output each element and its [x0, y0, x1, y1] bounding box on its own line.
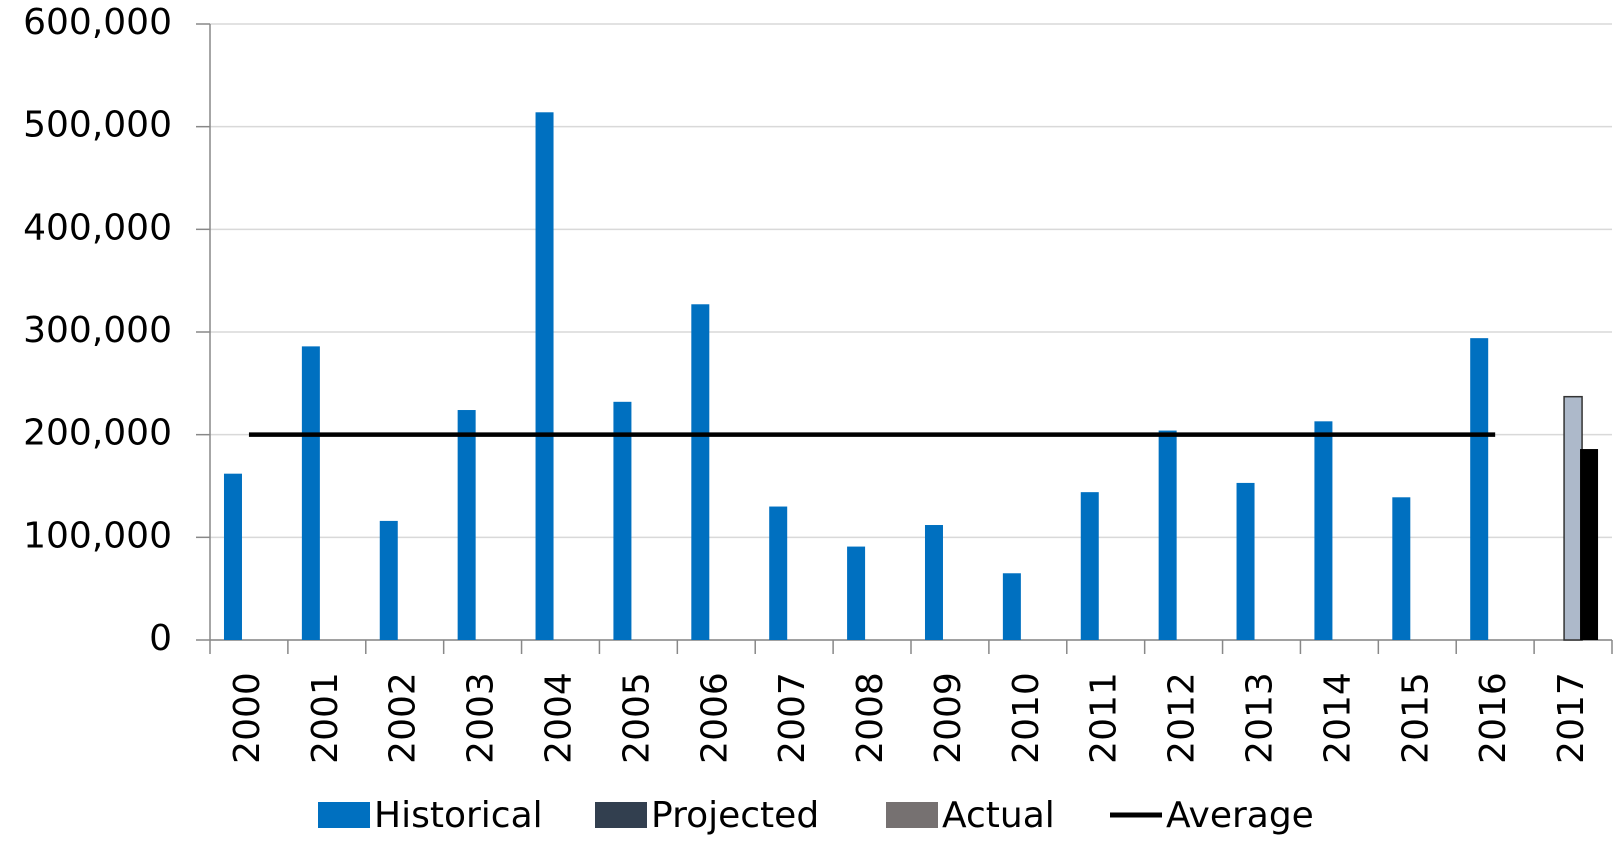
- x-tick-label: 2010: [1006, 672, 1047, 764]
- x-tick-label: 2015: [1395, 672, 1436, 764]
- bar: [1580, 449, 1599, 640]
- y-tick-label: 0: [149, 618, 172, 659]
- bar: [457, 410, 476, 640]
- x-tick-label: 2001: [305, 672, 346, 764]
- bar: [1314, 421, 1333, 640]
- x-tick-label: 2016: [1473, 672, 1514, 764]
- bar: [379, 520, 398, 640]
- bar: [1158, 430, 1177, 640]
- y-tick-label: 400,000: [23, 207, 172, 248]
- x-tick-label: 2000: [227, 672, 268, 764]
- bar: [301, 346, 320, 640]
- legend-swatch: [595, 802, 647, 828]
- bar: [1563, 395, 1583, 641]
- bar: [535, 112, 554, 640]
- bar: [769, 506, 788, 640]
- x-tick-label: 2008: [850, 672, 891, 764]
- legend-label: Historical: [374, 795, 543, 836]
- x-tick-label: 2013: [1240, 672, 1281, 764]
- bar: [613, 401, 632, 640]
- x-tick-label: 2011: [1084, 672, 1125, 764]
- legend-swatch: [318, 802, 370, 828]
- y-tick-label: 600,000: [23, 2, 172, 43]
- bar: [847, 546, 866, 640]
- x-tick-label: 2012: [1162, 672, 1203, 764]
- x-tick-label: 2006: [694, 672, 735, 764]
- x-tick-label: 2009: [928, 672, 969, 764]
- legend-label: Actual: [942, 795, 1055, 836]
- legend-label: Projected: [651, 795, 819, 836]
- x-tick-label: 2014: [1317, 672, 1358, 764]
- x-tick-label: 2017: [1551, 672, 1592, 764]
- bar: [691, 304, 710, 640]
- x-tick-label: 2003: [461, 672, 502, 764]
- legend-label: Average: [1166, 795, 1314, 836]
- y-tick-label: 200,000: [23, 413, 172, 454]
- bar: [1392, 497, 1411, 640]
- x-tick-label: 2002: [383, 672, 424, 764]
- bar: [924, 525, 943, 640]
- bar: [223, 473, 242, 640]
- bar: [1002, 573, 1021, 640]
- y-tick-label: 100,000: [23, 515, 172, 556]
- y-tick-label: 500,000: [23, 105, 172, 146]
- bar: [1080, 492, 1099, 640]
- bar: [1470, 338, 1489, 640]
- legend-swatch: [886, 802, 938, 828]
- x-tick-label: 2005: [616, 672, 657, 764]
- y-tick-label: 300,000: [23, 310, 172, 351]
- bar: [1236, 482, 1255, 640]
- x-tick-label: 2004: [539, 672, 580, 764]
- x-tick-label: 2007: [772, 672, 813, 764]
